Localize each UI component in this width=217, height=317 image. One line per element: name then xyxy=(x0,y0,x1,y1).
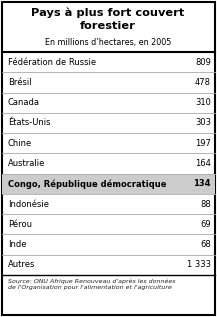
Text: 134: 134 xyxy=(194,179,211,188)
Text: 809: 809 xyxy=(195,58,211,67)
Text: 303: 303 xyxy=(195,119,211,127)
Text: Pays à plus fort couvert
forestier: Pays à plus fort couvert forestier xyxy=(31,8,185,31)
Text: Chine: Chine xyxy=(8,139,32,148)
Text: Indonésie: Indonésie xyxy=(8,199,49,209)
Text: Congo, République démocratique: Congo, République démocratique xyxy=(8,179,166,189)
Text: En millions d’hectares, en 2005: En millions d’hectares, en 2005 xyxy=(45,38,171,47)
Text: Source: ONU Afrique Renouveau d'après les données
de l'Organisation pour l'alime: Source: ONU Afrique Renouveau d'après le… xyxy=(8,278,176,290)
Text: Autres: Autres xyxy=(8,260,35,269)
Text: 1 333: 1 333 xyxy=(187,260,211,269)
Text: 478: 478 xyxy=(195,78,211,87)
Text: Inde: Inde xyxy=(8,240,26,249)
Text: Australie: Australie xyxy=(8,159,45,168)
Text: Fédération de Russie: Fédération de Russie xyxy=(8,58,96,67)
Text: 69: 69 xyxy=(200,220,211,229)
Bar xyxy=(2,174,215,194)
Text: 310: 310 xyxy=(195,98,211,107)
Text: 164: 164 xyxy=(195,159,211,168)
Text: Canada: Canada xyxy=(8,98,40,107)
Text: Brésil: Brésil xyxy=(8,78,32,87)
Text: 88: 88 xyxy=(200,199,211,209)
Text: 197: 197 xyxy=(195,139,211,148)
Text: États-Unis: États-Unis xyxy=(8,119,51,127)
Text: 68: 68 xyxy=(200,240,211,249)
Text: Pérou: Pérou xyxy=(8,220,32,229)
